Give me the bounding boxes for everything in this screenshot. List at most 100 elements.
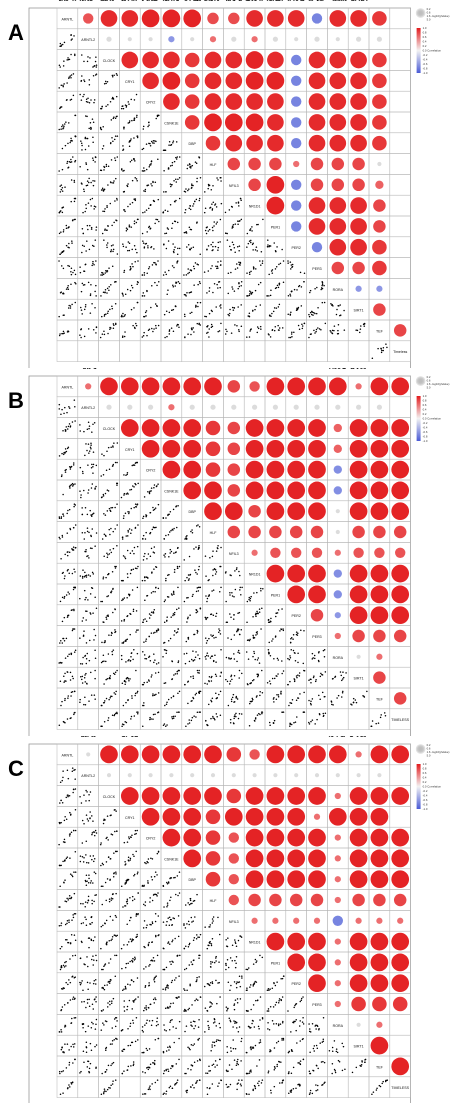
correlation-circle bbox=[287, 954, 305, 972]
scatter-point bbox=[83, 490, 85, 492]
scatter-point bbox=[235, 713, 237, 715]
scatter-point bbox=[158, 629, 160, 631]
scatter-point bbox=[70, 943, 72, 945]
scatter-point bbox=[168, 941, 170, 943]
scatter-point bbox=[154, 201, 156, 203]
variable-label: CRY1 bbox=[125, 80, 135, 84]
scatter-point bbox=[109, 898, 111, 900]
scatter-point bbox=[172, 924, 174, 926]
scatter-point bbox=[63, 314, 65, 316]
scatter-point bbox=[216, 613, 218, 615]
correlation-circle bbox=[225, 114, 243, 132]
scatter-point bbox=[137, 871, 139, 873]
scatter-point bbox=[129, 226, 131, 228]
correlation-circle bbox=[205, 93, 222, 110]
scatter-point bbox=[158, 588, 160, 590]
scatter-point bbox=[65, 657, 67, 659]
scatter-point bbox=[62, 494, 64, 496]
scatter-point bbox=[274, 307, 276, 309]
scatter-point bbox=[206, 233, 208, 235]
scatter-point bbox=[83, 189, 85, 191]
correlation-circle bbox=[329, 10, 346, 27]
correlation-circle bbox=[267, 378, 285, 396]
scatter-point bbox=[219, 934, 221, 936]
scatter-point bbox=[61, 291, 63, 293]
scatter-point bbox=[299, 672, 301, 674]
scatter-point bbox=[189, 0, 191, 1]
correlation-circle bbox=[314, 918, 320, 924]
scatter-point bbox=[204, 191, 206, 193]
scatter-point bbox=[95, 239, 97, 241]
scatter-point bbox=[165, 535, 167, 537]
scatter-point bbox=[115, 915, 117, 917]
scatter-point bbox=[95, 955, 97, 957]
scatter-point bbox=[165, 649, 167, 651]
scatter-point bbox=[144, 862, 146, 864]
scatter-point bbox=[130, 532, 132, 534]
scatter-point bbox=[232, 242, 234, 244]
scatter-point bbox=[150, 660, 152, 662]
scatter-point bbox=[87, 180, 89, 182]
scatter-point bbox=[63, 125, 65, 127]
scatter-point bbox=[207, 325, 209, 327]
scatter-point bbox=[71, 179, 73, 181]
scatter-point bbox=[113, 118, 115, 120]
scatter-point bbox=[67, 695, 69, 697]
scatter-point bbox=[100, 108, 102, 110]
correlation-circle bbox=[335, 959, 341, 965]
scatter-point bbox=[122, 313, 124, 315]
scatter-point bbox=[131, 309, 133, 311]
panel-label: C bbox=[8, 756, 24, 782]
scatter-point bbox=[173, 552, 175, 554]
scatter-point bbox=[165, 191, 167, 193]
scatter-point bbox=[122, 598, 124, 600]
scatter-point bbox=[68, 289, 70, 291]
scatter-point bbox=[74, 571, 76, 573]
scatter-point bbox=[87, 653, 89, 655]
scatter-point bbox=[88, 128, 90, 130]
size-legend-circle bbox=[419, 380, 421, 382]
scatter-point bbox=[185, 188, 187, 190]
scatter-point bbox=[82, 532, 84, 534]
scatter-point bbox=[315, 679, 317, 681]
scatter-point bbox=[163, 906, 165, 908]
scatter-point bbox=[168, 0, 170, 1]
scatter-point bbox=[172, 265, 174, 267]
scatter-point bbox=[80, 307, 82, 309]
scatter-point bbox=[340, 314, 342, 316]
scatter-point bbox=[241, 587, 243, 589]
scatter-point bbox=[92, 157, 94, 159]
correlation-circle bbox=[267, 829, 285, 847]
correlation-circle bbox=[377, 773, 381, 777]
scatter-point bbox=[164, 556, 166, 558]
scatter-point bbox=[186, 641, 188, 643]
scatter-point bbox=[104, 985, 106, 987]
scatter-point bbox=[102, 233, 104, 235]
correlation-circle bbox=[309, 72, 326, 89]
scatter-point bbox=[290, 723, 292, 725]
scatter-point bbox=[278, 329, 280, 331]
scatter-point bbox=[135, 915, 137, 917]
scatter-point bbox=[145, 516, 147, 518]
scatter-point bbox=[204, 926, 206, 928]
scatter-point bbox=[192, 185, 194, 187]
scatter-point bbox=[124, 619, 126, 621]
correlation-circle bbox=[309, 135, 326, 152]
scatter-point bbox=[154, 960, 156, 962]
scatter-point bbox=[86, 116, 88, 118]
scatter-point bbox=[228, 705, 230, 707]
scatter-point bbox=[136, 629, 138, 631]
scatter-point bbox=[89, 84, 91, 86]
correlation-circle bbox=[329, 746, 347, 764]
scatter-point bbox=[156, 305, 158, 307]
scatter-point bbox=[225, 232, 227, 234]
scatter-point bbox=[96, 465, 98, 467]
scatter-point bbox=[116, 503, 118, 505]
scatter-point bbox=[320, 676, 322, 678]
scatter-point bbox=[250, 271, 252, 273]
scatter-point bbox=[156, 895, 158, 897]
scatter-point bbox=[102, 187, 104, 189]
scatter-point bbox=[74, 161, 76, 163]
scatter-point bbox=[185, 191, 187, 193]
scatter-point bbox=[107, 878, 109, 880]
